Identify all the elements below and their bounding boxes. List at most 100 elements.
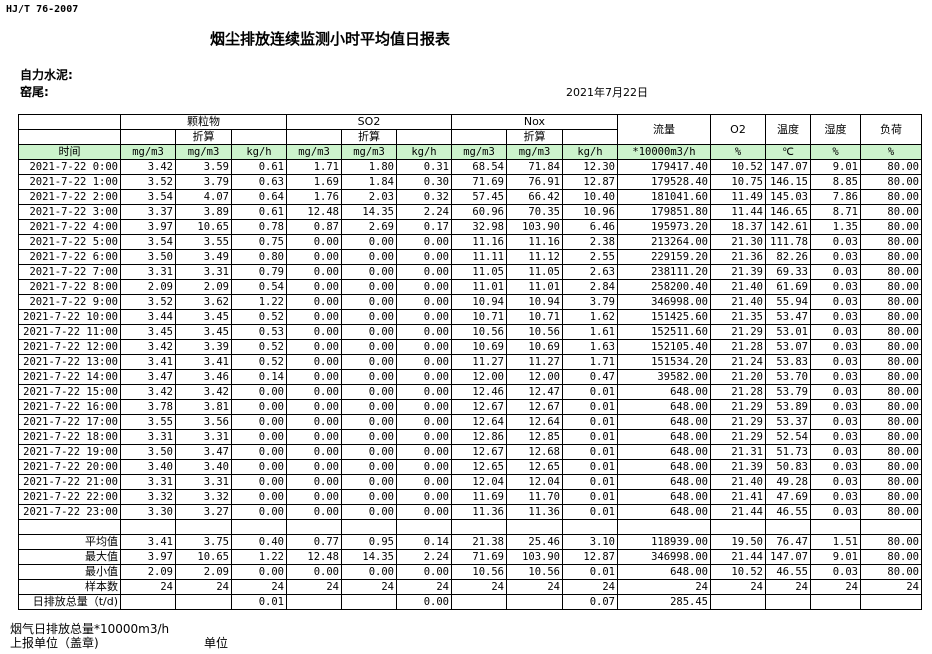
value-cell: 0.03 (810, 309, 861, 325)
table-row: 2021-7-22 20:00 3.40 3.40 0.00 0.00 0.00 0.00 1… (18, 459, 922, 475)
value-cell: 0.03 (810, 564, 861, 580)
value-cell: 24 (286, 579, 342, 595)
value-cell: 1.71 (562, 354, 618, 370)
value-cell: 0.07 (562, 594, 618, 610)
value-cell: 648.00 (617, 459, 711, 475)
value-cell: 151425.60 (617, 309, 711, 325)
table-row: 2021-7-22 22:00 3.32 3.32 0.00 0.00 0.00 0.00 1… (18, 489, 922, 505)
value-cell: 179851.80 (617, 204, 711, 220)
value-cell: 21.29 (710, 399, 766, 415)
value-cell: 24 (562, 579, 618, 595)
row-label: 2021-7-22 22:00 (18, 489, 121, 505)
empty-cell (810, 519, 861, 535)
table-row: 2021-7-22 11:00 3.45 3.45 0.53 0.00 0.00 0.00 1… (18, 324, 922, 340)
value-cell: 80.00 (860, 339, 922, 355)
value-cell: 0.40 (231, 534, 287, 550)
value-cell: 10.56 (451, 564, 507, 580)
value-cell: 60.96 (451, 204, 507, 220)
row-label: 2021-7-22 8:00 (18, 279, 121, 295)
value-cell (710, 594, 766, 610)
value-cell: 80.00 (860, 369, 922, 385)
value-cell: 70.35 (506, 204, 563, 220)
value-cell: 648.00 (617, 414, 711, 430)
value-cell: 346998.00 (617, 294, 711, 310)
value-cell: 0.00 (396, 594, 452, 610)
value-cell: 0.00 (341, 369, 397, 385)
value-cell: 0.00 (231, 564, 287, 580)
value-cell: 10.52 (710, 564, 766, 580)
value-cell: 0.17 (396, 219, 452, 235)
value-cell: 152511.60 (617, 324, 711, 340)
value-cell: 21.40 (710, 279, 766, 295)
value-cell: 0.01 (562, 504, 618, 520)
flue-gas-total-label: 烟气日排放总量*10000m3/h (10, 622, 170, 636)
table-row: 2021-7-22 6:00 3.50 3.49 0.80 0.00 0.00 0.00 11… (18, 249, 922, 265)
value-cell: 181041.60 (617, 189, 711, 205)
header-converted: 折算 (506, 129, 563, 145)
value-cell: 76.47 (765, 534, 811, 550)
value-cell: 12.04 (506, 474, 563, 490)
value-cell: 80.00 (860, 474, 922, 490)
value-cell: 12.85 (506, 429, 563, 445)
value-cell: 11.12 (506, 249, 563, 265)
value-cell: 229159.20 (617, 249, 711, 265)
header-so2: SO2 (286, 114, 452, 130)
value-cell: 648.00 (617, 384, 711, 400)
value-cell: 0.00 (396, 414, 452, 430)
value-cell: 3.40 (175, 459, 232, 475)
value-cell: 0.00 (341, 339, 397, 355)
value-cell: 0.00 (396, 384, 452, 400)
empty-cell (286, 519, 342, 535)
value-cell: 3.81 (175, 399, 232, 415)
value-cell: 3.10 (562, 534, 618, 550)
value-cell: 24 (120, 579, 176, 595)
value-cell: 50.83 (765, 459, 811, 475)
summary-row: 最大值 3.97 10.65 1.22 12.48 14.35 2.24 71.69 103.9… (18, 549, 922, 565)
header-row-groups: 颗粒物 SO2 Nox 流量 O2 温度 湿度 负荷 (18, 114, 922, 145)
value-cell: 10.56 (506, 324, 563, 340)
value-cell: 21.29 (710, 414, 766, 430)
value-cell: 9.01 (810, 159, 861, 175)
value-cell: 648.00 (617, 489, 711, 505)
row-label: 2021-7-22 14:00 (18, 369, 121, 385)
value-cell: 0.31 (396, 159, 452, 175)
value-cell: 0.00 (396, 249, 452, 265)
table-row: 2021-7-22 9:00 3.52 3.62 1.22 0.00 0.00 0.00 10… (18, 294, 922, 310)
value-cell: 11.05 (506, 264, 563, 280)
value-cell: 2.09 (175, 564, 232, 580)
value-cell: 2.09 (120, 564, 176, 580)
value-cell: 3.32 (120, 489, 176, 505)
value-cell: 80.00 (860, 264, 922, 280)
value-cell: 0.52 (231, 309, 287, 325)
value-cell: 21.29 (710, 324, 766, 340)
value-cell: 3.46 (175, 369, 232, 385)
value-cell: 0.03 (810, 264, 861, 280)
value-cell: 0.00 (231, 489, 287, 505)
unit-cell: mg/m3 (451, 144, 507, 160)
row-label: 2021-7-22 5:00 (18, 234, 121, 250)
table-row: 2021-7-22 19:00 3.50 3.47 0.00 0.00 0.00 0.00 1… (18, 444, 922, 460)
value-cell: 80.00 (860, 459, 922, 475)
value-cell: 0.03 (810, 474, 861, 490)
value-cell: 0.32 (396, 189, 452, 205)
value-cell: 3.42 (120, 159, 176, 175)
row-label: 2021-7-22 12:00 (18, 339, 121, 355)
value-cell: 0.03 (810, 234, 861, 250)
value-cell: 0.61 (231, 159, 287, 175)
value-cell: 52.54 (765, 429, 811, 445)
value-cell: 0.87 (286, 219, 342, 235)
header-humidity: 湿度 (810, 114, 861, 145)
value-cell: 1.69 (286, 174, 342, 190)
value-cell: 80.00 (860, 534, 922, 550)
value-cell: 0.00 (286, 234, 342, 250)
value-cell: 39582.00 (617, 369, 711, 385)
table-row: 2021-7-22 23:00 3.30 3.27 0.00 0.00 0.00 0.00 1… (18, 504, 922, 520)
value-cell: 71.69 (451, 549, 507, 565)
value-cell: 80.00 (860, 309, 922, 325)
unit-label: 单位 (204, 636, 229, 650)
value-cell: 2.55 (562, 249, 618, 265)
value-cell: 0.00 (396, 354, 452, 370)
value-cell: 2.09 (120, 279, 176, 295)
value-cell: 2.03 (341, 189, 397, 205)
value-cell: 55.94 (765, 294, 811, 310)
